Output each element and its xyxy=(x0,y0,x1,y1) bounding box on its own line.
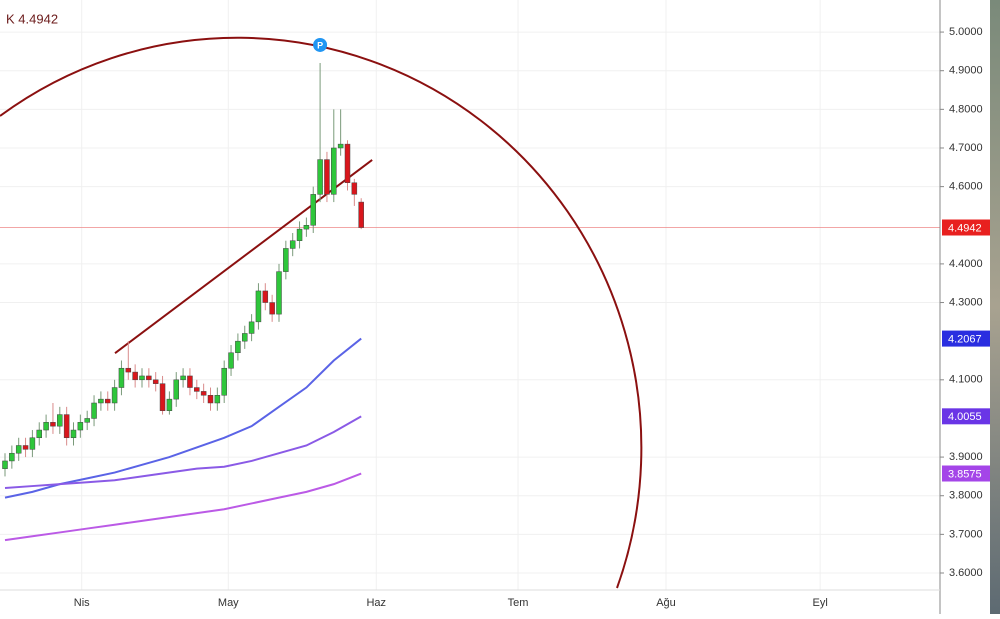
candle-body xyxy=(152,379,159,384)
price-label: 3.8575 xyxy=(948,468,982,480)
candle-body xyxy=(303,225,310,230)
y-tick-label: 5.0000 xyxy=(949,26,983,38)
x-tick-label: Nis xyxy=(74,597,90,609)
candle-body xyxy=(104,398,111,404)
y-tick-label: 3.8000 xyxy=(949,490,983,502)
candle-body xyxy=(207,395,214,404)
candle-body xyxy=(248,321,255,334)
candle-body xyxy=(29,437,36,450)
price-label-box xyxy=(942,465,990,482)
candle-body xyxy=(84,418,90,423)
circle-drawing xyxy=(0,36,643,589)
candle-body xyxy=(351,182,358,195)
y-tick-label: 3.9000 xyxy=(949,451,983,463)
candle-body xyxy=(324,159,330,195)
candle-body xyxy=(173,379,179,400)
event-marker xyxy=(313,37,328,52)
candle-body xyxy=(111,387,118,404)
candle-body xyxy=(358,201,364,228)
candle-body xyxy=(50,422,56,427)
price-label: 4.2067 xyxy=(948,333,982,345)
candle-body xyxy=(241,333,248,342)
candle-body xyxy=(331,147,337,195)
price-label-box xyxy=(942,219,990,236)
candle-body xyxy=(2,460,8,469)
candle-body xyxy=(276,271,282,315)
candle-body xyxy=(43,422,49,431)
y-tick-label: 4.7000 xyxy=(949,142,983,154)
candle-body xyxy=(22,445,29,450)
candle-body xyxy=(269,302,275,315)
candle-body xyxy=(146,375,152,381)
y-tick-label: 3.6000 xyxy=(949,567,983,579)
price-label: 4.4942 xyxy=(948,222,982,234)
candle-body xyxy=(228,352,234,369)
price-label-box xyxy=(942,408,990,425)
candle-body xyxy=(235,340,241,354)
x-tick-label: Ağu xyxy=(656,597,676,609)
candle-body xyxy=(63,414,70,439)
candle-body xyxy=(159,383,166,411)
candle-body xyxy=(15,445,22,454)
candle-body xyxy=(77,422,84,431)
candle-body xyxy=(310,194,316,226)
candle-body xyxy=(214,395,221,404)
candle-body xyxy=(91,402,97,419)
y-tick-label: 4.6000 xyxy=(949,181,983,193)
event-marker-label: P xyxy=(317,40,323,50)
price-label-box xyxy=(942,330,990,347)
y-tick-label: 4.9000 xyxy=(949,65,983,77)
candle-body xyxy=(187,375,193,388)
candle-body xyxy=(337,143,344,149)
candle-body xyxy=(9,452,15,462)
y-tick-label: 3.7000 xyxy=(949,528,983,540)
candle-body xyxy=(166,398,173,411)
candle-body xyxy=(118,367,125,388)
candle-body xyxy=(200,391,207,396)
candle-body xyxy=(317,159,323,195)
y-tick-label: 4.8000 xyxy=(949,103,983,115)
chart-title: K 4.4942 xyxy=(6,11,58,26)
x-tick-label: Eyl xyxy=(812,597,827,609)
candle-body xyxy=(255,290,262,323)
y-tick-label: 4.1000 xyxy=(949,374,983,386)
window-edge xyxy=(990,0,1000,614)
candle-body xyxy=(98,398,104,404)
candle-body xyxy=(296,228,303,241)
candle-body xyxy=(221,367,227,396)
x-tick-label: Tem xyxy=(508,597,529,609)
moving-average xyxy=(4,415,362,489)
candle-body xyxy=(36,429,42,439)
y-tick-label: 4.3000 xyxy=(949,296,983,308)
x-tick-label: May xyxy=(218,597,239,609)
candle-body xyxy=(344,143,351,184)
candle-body xyxy=(180,375,186,381)
moving-average xyxy=(4,472,362,542)
price-label: 4.0055 xyxy=(948,411,982,423)
candle-body xyxy=(289,240,296,249)
candle-body xyxy=(57,414,63,427)
y-tick-label: 4.4000 xyxy=(949,258,983,270)
candle-body xyxy=(70,429,77,439)
x-tick-label: Haz xyxy=(366,597,386,609)
candle-body xyxy=(194,387,200,392)
candle-body xyxy=(262,290,269,303)
candle-body xyxy=(125,367,132,373)
candle-body xyxy=(132,371,138,381)
candle-body xyxy=(139,375,145,381)
candle-body xyxy=(283,248,289,272)
